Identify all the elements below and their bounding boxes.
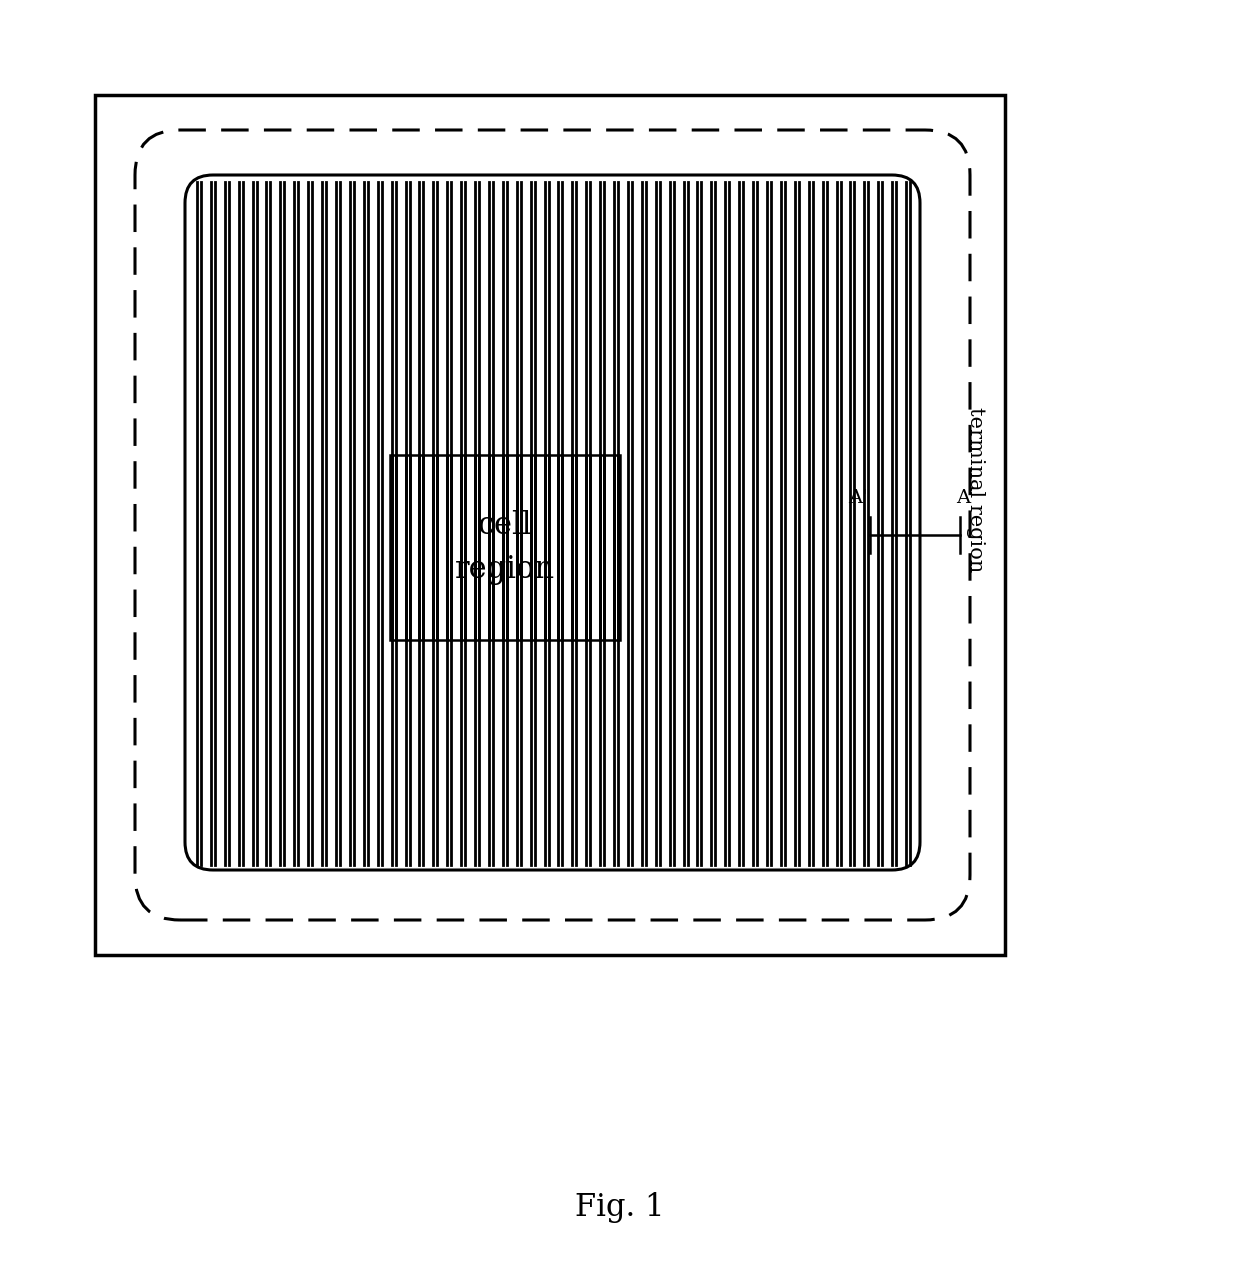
- Text: region: region: [455, 554, 556, 585]
- Bar: [391, 455, 620, 640]
- Text: Fig. 1: Fig. 1: [575, 1192, 665, 1222]
- Text: A': A': [848, 489, 868, 507]
- Bar: [95, 95, 1004, 956]
- Text: terminal region: terminal region: [966, 407, 985, 573]
- Text: A: A: [956, 489, 970, 507]
- Text: cell: cell: [477, 509, 532, 541]
